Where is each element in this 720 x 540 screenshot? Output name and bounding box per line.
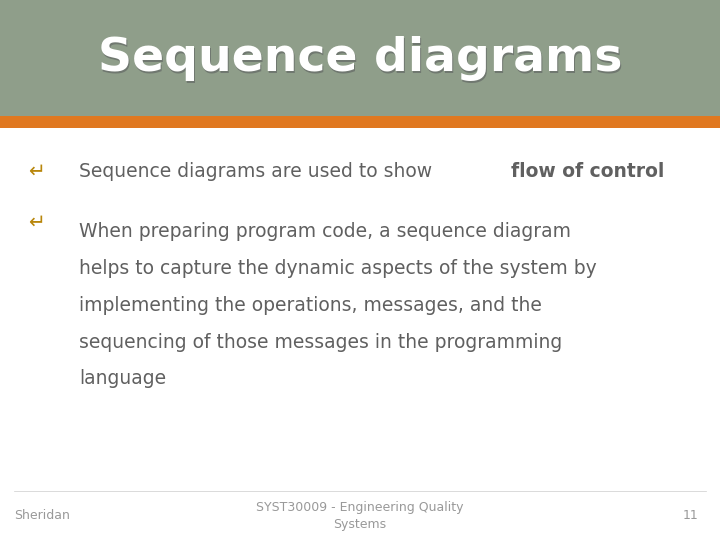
Text: SYST30009 - Engineering Quality
Systems: SYST30009 - Engineering Quality Systems — [256, 501, 464, 531]
Text: Sheridan: Sheridan — [14, 509, 71, 522]
Bar — [0, 0, 720, 116]
Text: ↵: ↵ — [27, 161, 45, 181]
Text: 11: 11 — [683, 509, 698, 522]
Text: sequencing of those messages in the programming: sequencing of those messages in the prog… — [79, 333, 562, 352]
Text: language: language — [79, 369, 166, 388]
Text: helps to capture the dynamic aspects of the system by: helps to capture the dynamic aspects of … — [79, 259, 597, 278]
Text: When preparing program code, a sequence diagram: When preparing program code, a sequence … — [79, 222, 571, 241]
Bar — [0, 116, 720, 128]
Text: implementing the operations, messages, and the: implementing the operations, messages, a… — [79, 296, 542, 315]
Text: ↵: ↵ — [27, 213, 45, 232]
Text: flow of control: flow of control — [510, 161, 664, 181]
Text: Sequence diagrams are used to show: Sequence diagrams are used to show — [79, 161, 438, 181]
Text: Sequence diagrams: Sequence diagrams — [98, 36, 622, 80]
Text: Sequence diagrams: Sequence diagrams — [99, 38, 624, 83]
